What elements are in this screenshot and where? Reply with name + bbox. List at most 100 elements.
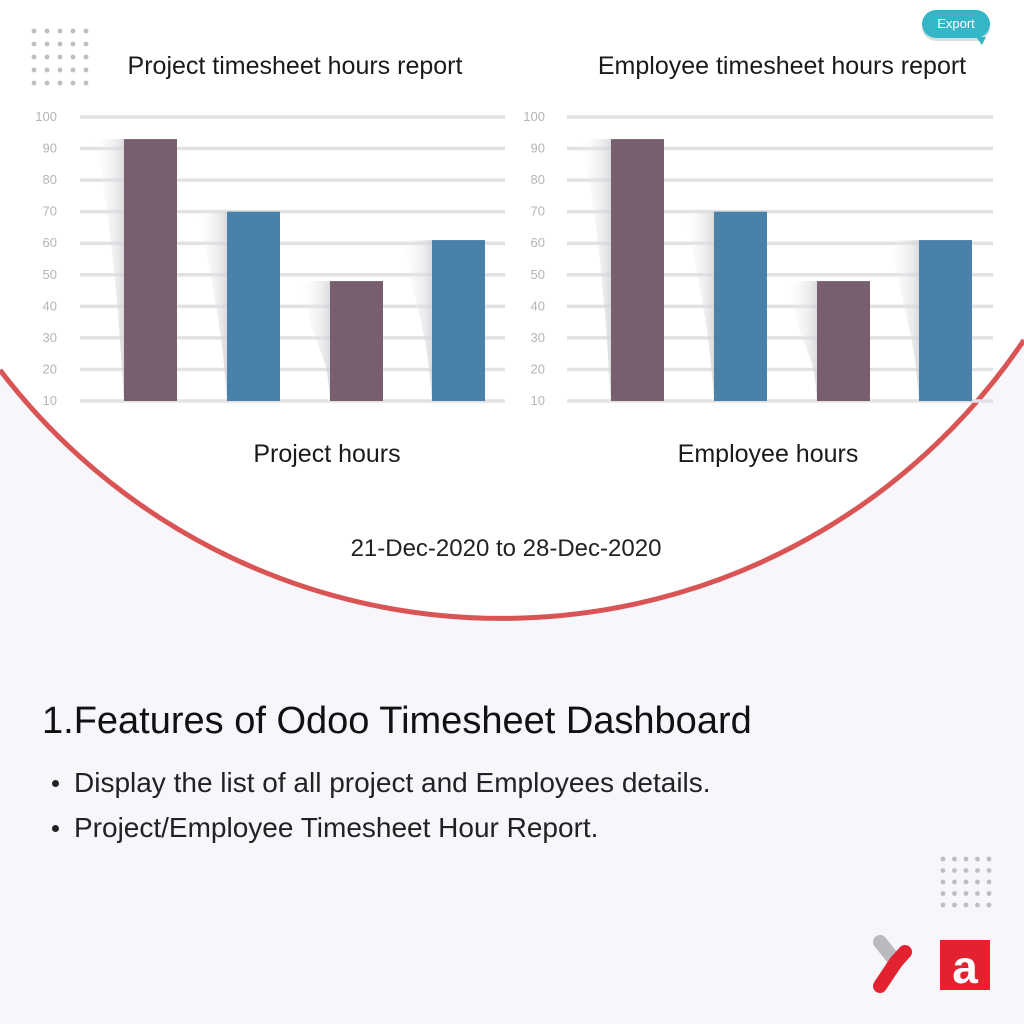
decor-dot: [940, 902, 946, 908]
decor-dot: [986, 891, 992, 896]
decor-dot: [963, 856, 969, 862]
bar: [432, 240, 485, 401]
y-tick-label: 100: [523, 109, 545, 124]
decor-dot: [31, 80, 37, 86]
y-tick-label: 70: [531, 204, 545, 219]
decor-dot: [57, 41, 63, 47]
decor-dot: [31, 28, 37, 34]
decor-dot: [940, 891, 946, 896]
chart-title: Project timesheet hours report: [128, 52, 463, 80]
decor-dot: [975, 879, 980, 885]
decor-dot: [83, 28, 89, 34]
y-tick-label: 90: [43, 141, 57, 156]
y-tick-label: 30: [43, 330, 57, 345]
decor-dot: [963, 879, 969, 885]
dots-top-left: [31, 28, 89, 86]
decor-dot: [83, 67, 89, 73]
white-panel: [0, 338, 1024, 621]
decor-dot: [44, 80, 50, 86]
decor-dot: [70, 28, 76, 34]
decor-dot: [44, 54, 50, 60]
decor-dot: [57, 54, 63, 60]
decor-dot: [57, 80, 63, 86]
decor-dot: [963, 868, 969, 873]
x-axis-label: Project hours: [253, 440, 400, 468]
y-tick-label: 30: [531, 330, 545, 345]
decor-dot: [83, 80, 89, 86]
arrow-logo-icon: [873, 935, 912, 993]
decor-dot: [57, 28, 63, 34]
arc-border: [0, 338, 1024, 621]
decor-dot: [986, 879, 992, 885]
dots-bottom-right: [940, 856, 992, 908]
feature-item: Project/Employee Timesheet Hour Report.: [48, 805, 711, 850]
decor-dot: [975, 902, 980, 908]
bar: [227, 211, 280, 401]
bar-shadow: [402, 240, 432, 401]
y-tick-label: 90: [531, 141, 545, 156]
decor-dot: [70, 80, 76, 86]
brand-logo: a: [873, 935, 990, 993]
decor-dot: [986, 868, 992, 873]
decor-dot: [986, 902, 992, 908]
decor-dot: [952, 891, 957, 896]
decor-dot: [44, 28, 50, 34]
x-axis-label: Employee hours: [678, 440, 859, 468]
decor-dot: [83, 54, 89, 60]
bar-chart: Project timesheet hours report 10 20 30 40 50…: [35, 52, 505, 468]
decor-dot: [952, 879, 957, 885]
decor-dot: [940, 868, 946, 873]
decor-dot: [70, 54, 76, 60]
bar-shadow: [787, 281, 817, 401]
decor-dot: [31, 67, 37, 73]
decor-dot: [952, 856, 957, 862]
y-tick-label: 80: [43, 172, 57, 187]
decor-dot: [975, 868, 980, 873]
decor-dot: [952, 902, 957, 908]
decor-dot: [963, 902, 969, 908]
bar-chart: Employee timesheet hours report 10 20 30 40 5…: [523, 52, 993, 468]
svg-text:a: a: [952, 941, 978, 993]
feature-item: Display the list of all project and Empl…: [48, 760, 711, 805]
y-tick-label: 10: [43, 393, 57, 408]
decor-dot: [44, 41, 50, 47]
y-tick-label: 80: [531, 172, 545, 187]
decor-dot: [940, 879, 946, 885]
y-tick-label: 20: [43, 361, 57, 376]
decor-dot: [940, 856, 946, 862]
bar: [919, 240, 972, 401]
bar: [330, 281, 383, 401]
bar-shadow: [197, 211, 227, 401]
y-tick-label: 40: [43, 298, 57, 313]
decor-dot: [31, 41, 37, 47]
decor-dot: [31, 54, 37, 60]
decor-dot: [57, 67, 63, 73]
export-button[interactable]: Export: [922, 10, 990, 45]
decor-dot: [70, 41, 76, 47]
y-tick-label: 60: [43, 235, 57, 250]
bar-shadow: [684, 211, 714, 401]
bar-shadow: [94, 139, 124, 402]
a-logo-icon: a: [940, 940, 990, 993]
y-tick-label: 10: [531, 393, 545, 408]
y-tick-label: 60: [531, 235, 545, 250]
decor-dot: [963, 891, 969, 896]
decor-dot: [975, 856, 980, 862]
y-tick-label: 40: [531, 298, 545, 313]
y-tick-label: 50: [531, 267, 545, 282]
bar-shadow: [300, 281, 330, 401]
y-tick-label: 50: [43, 267, 57, 282]
bar-shadow: [889, 240, 919, 401]
bar: [817, 281, 870, 401]
y-tick-label: 70: [43, 204, 57, 219]
chart-title: Employee timesheet hours report: [598, 52, 966, 80]
features-heading: 1.Features of Odoo Timesheet Dashboard: [42, 700, 752, 742]
decor-dot: [83, 41, 89, 47]
y-tick-label: 100: [35, 109, 57, 124]
features-list: Display the list of all project and Empl…: [48, 760, 711, 850]
bar: [714, 211, 767, 401]
decor-dot: [70, 67, 76, 73]
bar-shadow: [581, 139, 611, 402]
y-tick-label: 20: [531, 361, 545, 376]
